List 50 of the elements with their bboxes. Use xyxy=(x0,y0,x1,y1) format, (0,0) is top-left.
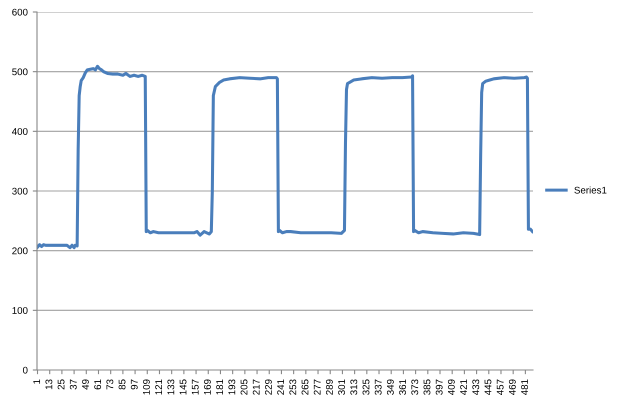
x-tick-label: 445 xyxy=(484,379,492,396)
x-tick-label: 433 xyxy=(472,379,480,396)
x-tick-label: 289 xyxy=(326,379,333,395)
x-tick-label: 265 xyxy=(302,379,308,395)
line-series xyxy=(37,64,533,250)
x-tick-label: 181 xyxy=(216,380,224,395)
x-tick-label: 373 xyxy=(411,379,418,395)
x-tick-label: 85 xyxy=(118,379,126,390)
x-tick-label: 229 xyxy=(264,379,272,395)
x-tick-label: 421 xyxy=(460,380,467,396)
x-tick-label: 25 xyxy=(58,379,65,390)
x-tick-label: 397 xyxy=(436,380,443,395)
legend-label: Series1 xyxy=(574,186,606,194)
x-tick-label: 241 xyxy=(277,380,284,395)
y-tick-label: 100 xyxy=(12,307,28,314)
x-tick-label: 325 xyxy=(362,379,370,395)
x-tick-label: 157 xyxy=(192,380,199,395)
x-tick-label: 61 xyxy=(94,380,102,390)
x-tick-label: 337 xyxy=(374,380,382,395)
y-tick-label: 600 xyxy=(12,8,28,16)
x-tick-label: 469 xyxy=(508,379,516,396)
x-tick-label: 121 xyxy=(155,380,162,395)
x-tick-label: 313 xyxy=(350,379,358,395)
y-tick-label: 400 xyxy=(12,128,28,135)
x-tick-label: 49 xyxy=(82,379,89,390)
x-tick-label: 1 xyxy=(33,380,40,384)
x-tick-label: 385 xyxy=(424,379,430,395)
x-tick-label: 481 xyxy=(521,380,528,396)
x-tick-label: 97 xyxy=(130,380,138,390)
x-tick-label: 133 xyxy=(167,379,174,395)
x-tick-label: 37 xyxy=(70,380,77,390)
y-tick-label: 200 xyxy=(12,247,28,254)
x-tick-label: 301 xyxy=(338,380,346,395)
x-tick-label: 253 xyxy=(289,379,296,395)
x-tick-label: 193 xyxy=(228,379,236,395)
x-tick-label: 145 xyxy=(180,379,186,395)
x-tick-label: 457 xyxy=(496,380,504,396)
y-tick-label: 500 xyxy=(12,68,28,76)
y-tick-label: 0 xyxy=(22,366,28,374)
x-tick-label: 109 xyxy=(143,379,150,395)
x-tick-label: 361 xyxy=(399,380,406,395)
x-tick-label: 169 xyxy=(204,379,211,395)
x-tick-label: 73 xyxy=(106,379,114,390)
y-tick-label: 300 xyxy=(12,188,28,195)
x-tick-label: 277 xyxy=(314,380,321,395)
x-tick-label: 217 xyxy=(252,380,260,395)
x-tick-label: 409 xyxy=(448,379,455,396)
x-tick-label: 205 xyxy=(240,379,248,395)
x-tick-label: 13 xyxy=(45,379,52,390)
x-tick-label: 349 xyxy=(386,379,394,395)
